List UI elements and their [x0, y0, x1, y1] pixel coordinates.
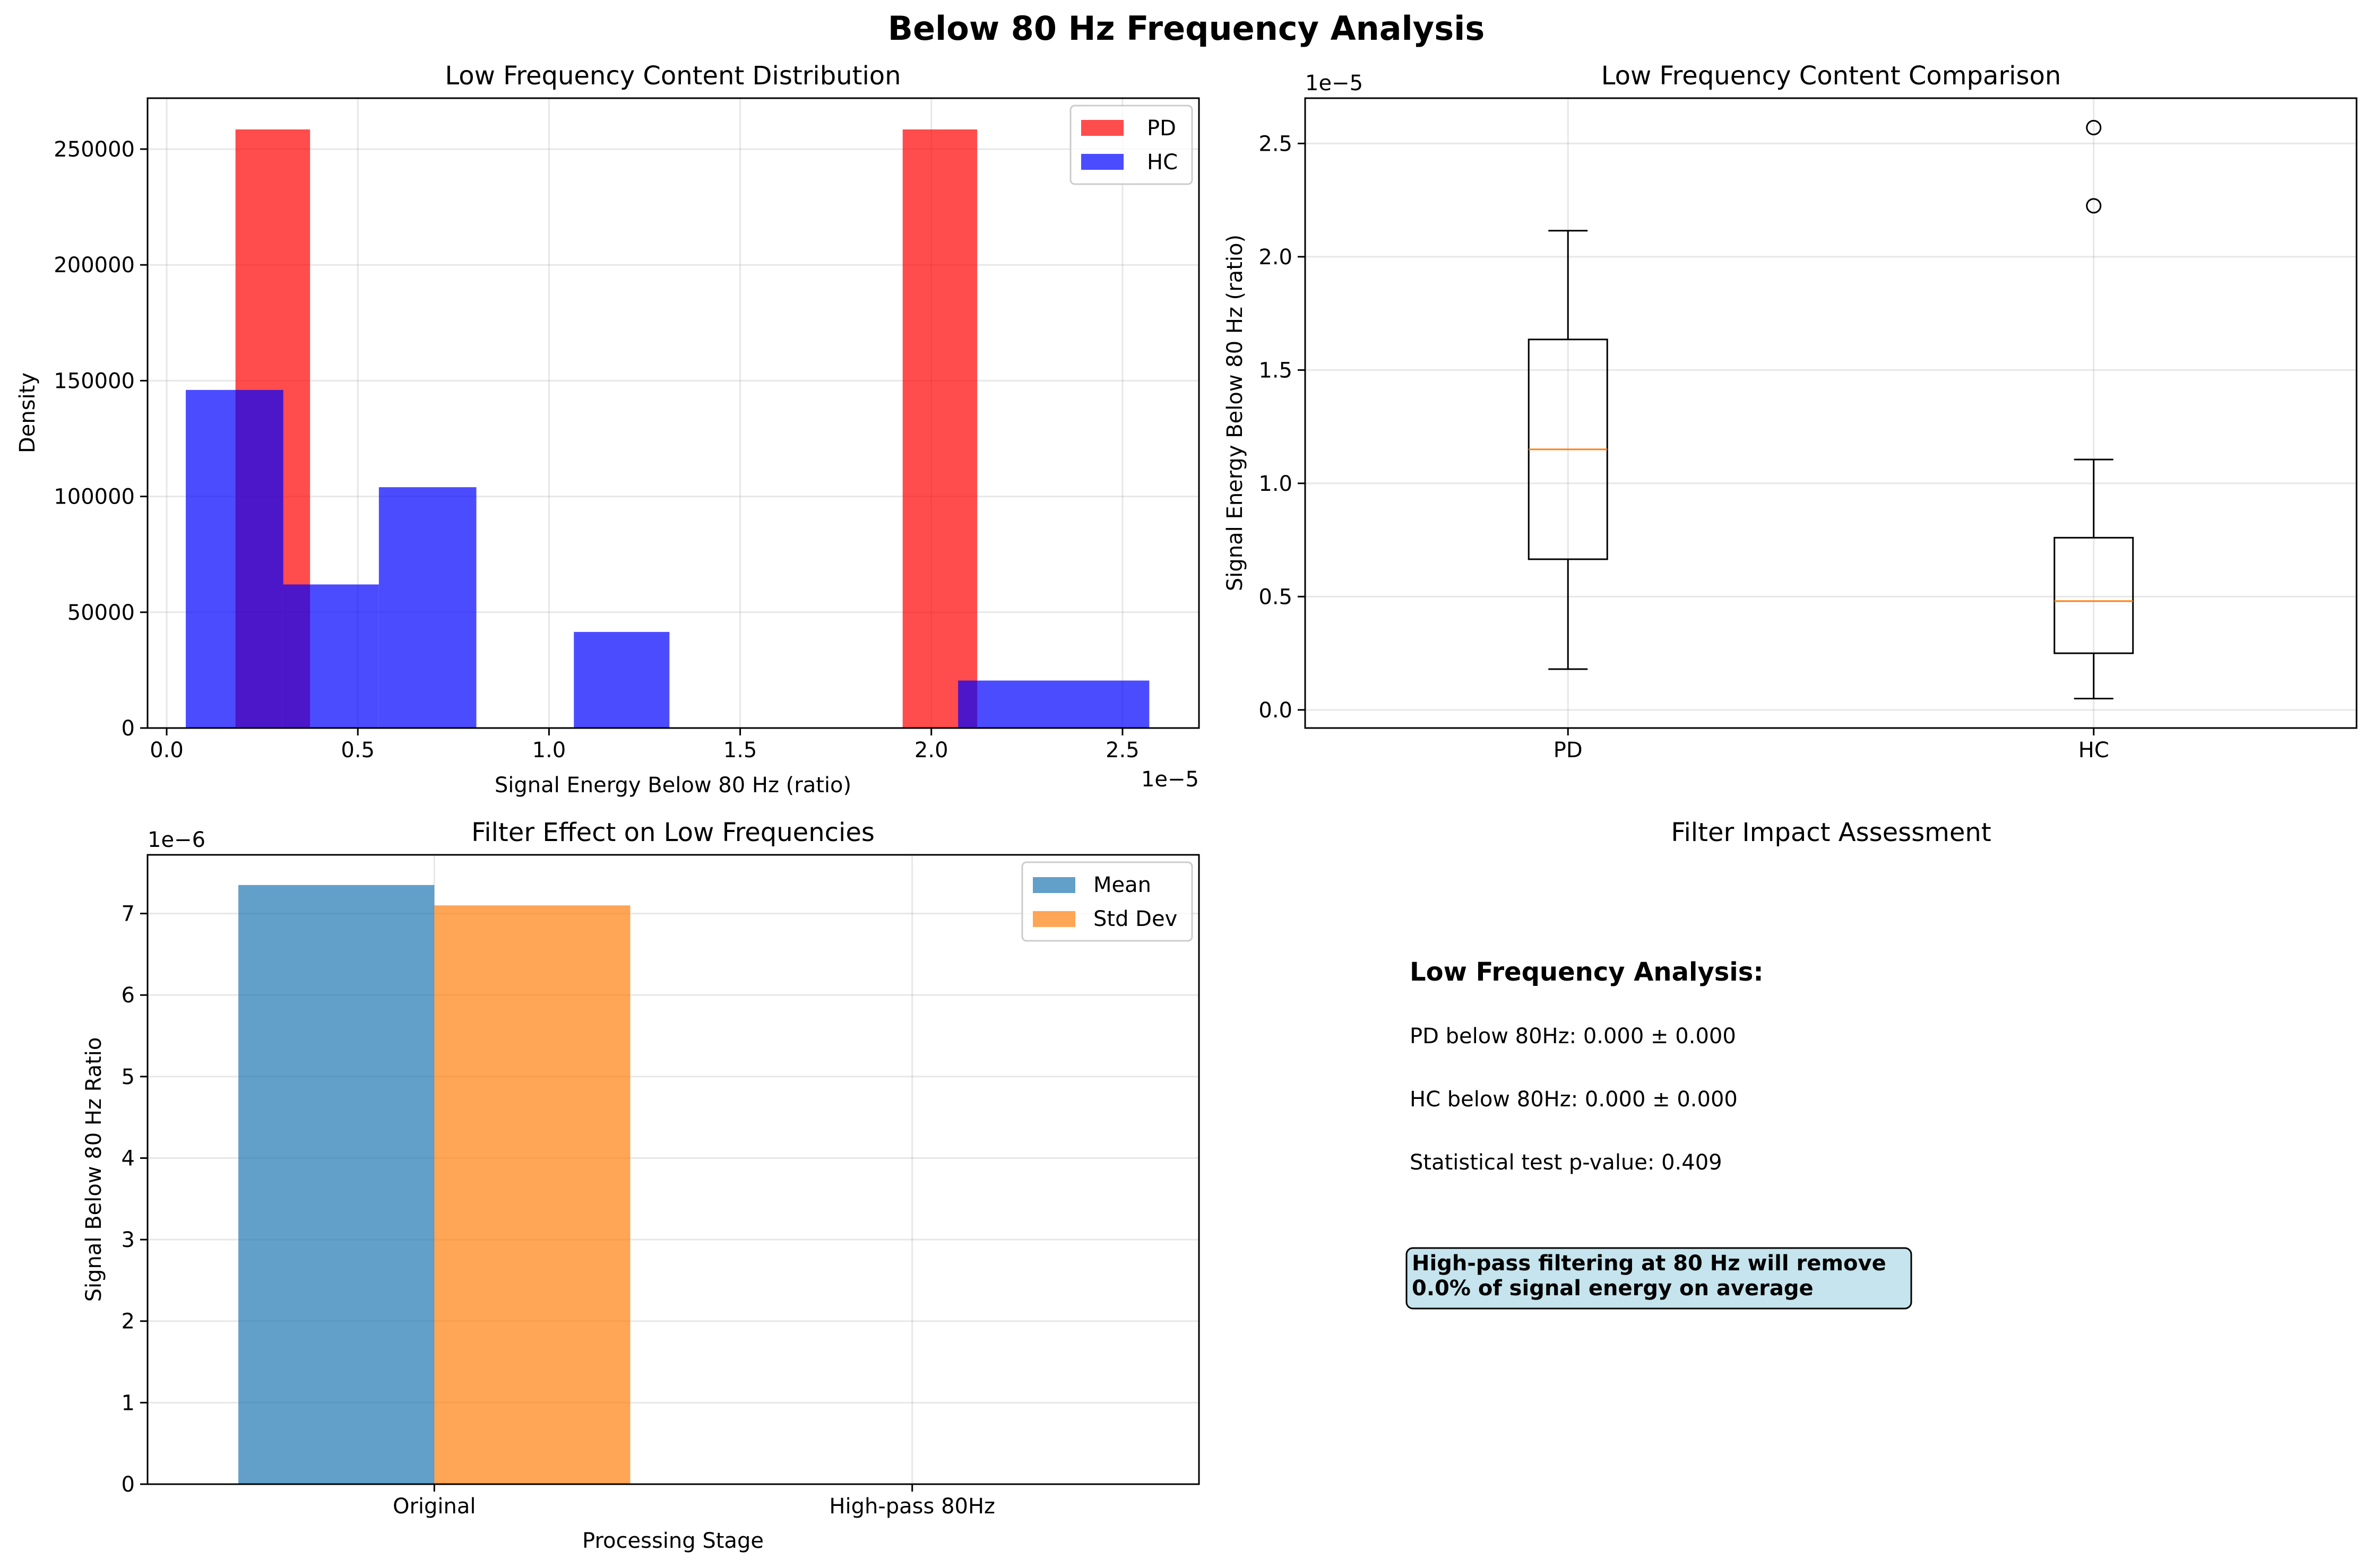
boxplot-y-offset-label: 1e−5 — [1305, 71, 1363, 96]
bar-y-tick-label: 0 — [122, 1472, 135, 1497]
bar-y-tick-label: 2 — [122, 1310, 135, 1334]
boxplot-panel: Low Frequency Content Comparison PD HC 0.… — [1223, 61, 2358, 763]
legend-label-mean: Mean — [1093, 873, 1151, 897]
boxplot-y-tick-label: 2.0 — [1258, 245, 1292, 270]
assessment-line-hc: HC below 80Hz: 0.000 ± 0.000 — [1410, 1087, 1738, 1112]
bar-std-dev — [434, 905, 631, 1484]
assessment-callout-line-2: 0.0% of signal energy on average — [1412, 1276, 1814, 1301]
boxplot-y-label: Signal Energy Below 80 Hz (ratio) — [1223, 235, 1247, 591]
legend-swatch-hc — [1081, 154, 1124, 170]
legend-label-std-dev: Std Dev — [1093, 907, 1177, 931]
histogram-y-tick-label: 0 — [122, 716, 135, 741]
histogram-x-ticks: 0.0 0.5 1.0 1.5 2.0 2.5 — [150, 728, 1140, 763]
histogram-x-tick-label: 1.5 — [723, 738, 757, 763]
boxplot-y-tick-label: 2.5 — [1258, 132, 1292, 156]
bar-chart-frame — [146, 854, 1200, 1485]
histogram-panel: Low Frequency Content Distribution 0.0 0.… — [15, 61, 1200, 798]
bar-y-ticks: 0 1 2 3 4 5 6 7 — [122, 902, 148, 1497]
assessment-line-pd: PD below 80Hz: 0.000 ± 0.000 — [1410, 1024, 1736, 1049]
figure-suptitle: Below 80 Hz Frequency Analysis — [888, 9, 1485, 48]
histogram-title: Low Frequency Content Distribution — [445, 61, 901, 91]
histogram-x-tick-label: 2.5 — [1106, 738, 1140, 763]
boxplot-x-ticks: PD HC — [1554, 728, 2109, 763]
histogram-bar-hc — [283, 584, 379, 728]
legend-label-hc: HC — [1147, 150, 1178, 175]
bar-y-tick-label: 6 — [122, 983, 135, 1008]
histogram-bar-hc — [574, 631, 670, 728]
histogram-x-label: Signal Energy Below 80 Hz (ratio) — [495, 773, 851, 798]
boxplot-outlier-hc — [2086, 198, 2102, 214]
boxplot-frame — [1304, 97, 2358, 729]
assessment-heading: Low Frequency Analysis: — [1410, 957, 1764, 987]
bar-legend: Mean Std Dev — [1021, 861, 1193, 942]
histogram-bar-hc — [958, 680, 1150, 728]
boxplot-box-hc — [2053, 536, 2134, 654]
boxplot-marks — [1528, 120, 2134, 699]
boxplot-title: Low Frequency Content Comparison — [1601, 61, 2061, 91]
boxplot-x-tick-label: PD — [1554, 738, 1583, 763]
bar-x-tick-label: High-pass 80Hz — [829, 1494, 995, 1519]
bar-y-tick-label: 4 — [122, 1146, 135, 1171]
histogram-frame — [146, 97, 1200, 729]
histogram-bar-hc — [378, 487, 477, 728]
bar-bars — [238, 885, 631, 1484]
histogram-x-tick-label: 2.0 — [914, 738, 948, 763]
bar-x-label: Processing Stage — [582, 1529, 764, 1553]
legend-label-pd: PD — [1147, 116, 1176, 141]
histogram-y-tick-label: 250000 — [54, 137, 135, 162]
bar-y-offset-label: 1e−6 — [148, 828, 205, 852]
boxplot-y-tick-label: 1.0 — [1258, 472, 1292, 496]
legend-swatch-pd — [1081, 120, 1124, 136]
bar-panel: Filter Effect on Low Frequencies Origina… — [82, 818, 1200, 1553]
histogram-y-tick-label: 100000 — [54, 485, 135, 509]
histogram-x-offset-label: 1e−5 — [1141, 767, 1199, 792]
legend-swatch-std-dev — [1033, 911, 1075, 927]
assessment-title: Filter Impact Assessment — [1671, 818, 1991, 847]
bar-y-label: Signal Below 80 Hz Ratio — [82, 1037, 106, 1302]
histogram-x-tick-label: 0.0 — [150, 738, 184, 763]
histogram-bar-pd — [902, 129, 978, 729]
histogram-y-tick-label: 150000 — [54, 369, 135, 393]
assessment-callout-line-1: High-pass filtering at 80 Hz will remove — [1412, 1251, 1886, 1276]
histogram-bars — [186, 129, 1150, 729]
histogram-y-tick-label: 200000 — [54, 253, 135, 278]
boxplot-y-tick-label: 0.5 — [1258, 585, 1292, 609]
histogram-y-label: Density — [15, 372, 40, 453]
assessment-callout-box — [1405, 1247, 1912, 1310]
histogram-y-ticks: 0 50000 100000 150000 200000 250000 — [54, 137, 148, 741]
assessment-panel: Filter Impact Assessment Low Frequency A… — [1405, 818, 1991, 1310]
boxplot-grid — [1305, 98, 2357, 728]
bar-mean — [238, 885, 435, 1484]
histogram-x-tick-label: 1.0 — [532, 738, 566, 763]
bar-chart-title: Filter Effect on Low Frequencies — [471, 818, 875, 847]
histogram-x-tick-label: 0.5 — [341, 738, 375, 763]
boxplot-y-tick-label: 1.5 — [1258, 358, 1292, 383]
boxplot-x-tick-label: HC — [2078, 738, 2109, 763]
histogram-bar-hc — [186, 389, 283, 728]
bar-y-tick-label: 1 — [122, 1391, 135, 1415]
histogram-legend: PD HC — [1069, 105, 1193, 185]
bar-x-tick-label: Original — [393, 1494, 476, 1519]
assessment-line-pvalue: Statistical test p-value: 0.409 — [1410, 1150, 1722, 1175]
boxplot-y-tick-label: 0.0 — [1258, 698, 1292, 723]
boxplot-outlier-hc — [2086, 120, 2102, 136]
boxplot-y-ticks: 0.0 0.5 1.0 1.5 2.0 2.5 — [1258, 132, 1305, 723]
histogram-y-tick-label: 50000 — [67, 601, 135, 625]
bar-y-tick-label: 7 — [122, 902, 135, 926]
bar-y-tick-label: 5 — [122, 1065, 135, 1089]
bar-x-ticks: Original High-pass 80Hz — [393, 1484, 995, 1519]
legend-swatch-mean — [1033, 877, 1075, 893]
bar-y-tick-label: 3 — [122, 1228, 135, 1252]
